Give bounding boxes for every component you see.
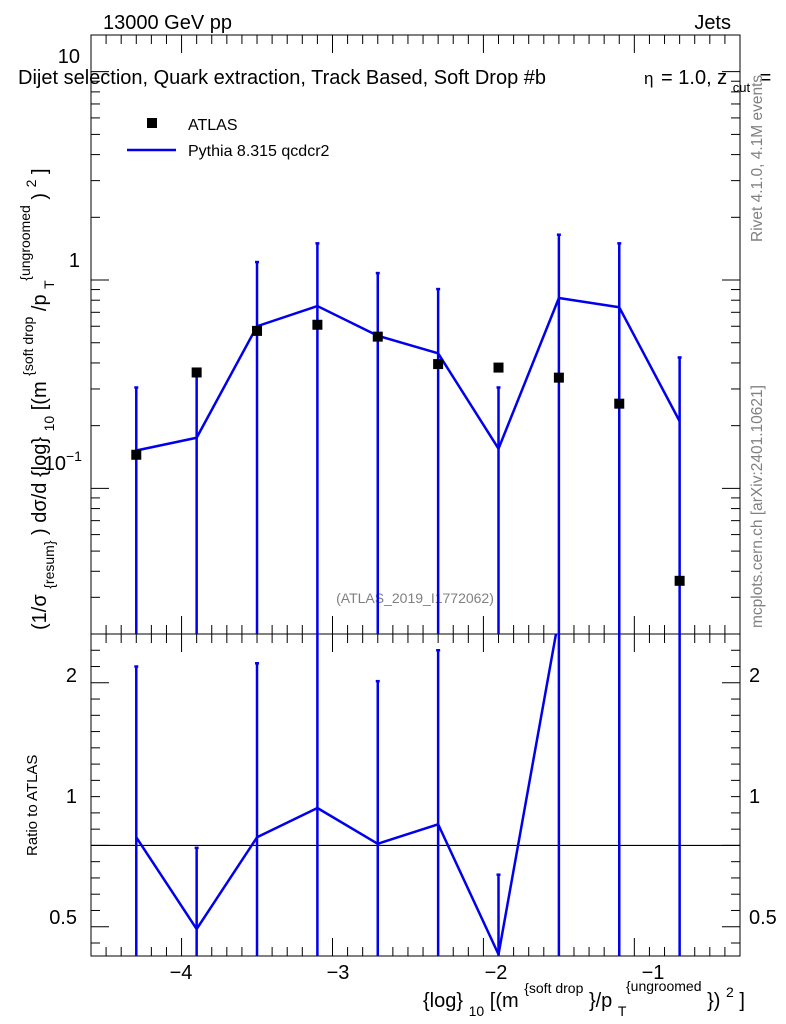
energy-label: 13000 GeV pp — [103, 12, 232, 34]
ylabel-p3-sup: {soft drop — [20, 316, 36, 375]
legend-mc-label: Pythia 8.315 qcdcr2 — [188, 143, 330, 160]
ylabel-p6: ] — [29, 168, 51, 174]
ylabel-p3: [(m — [29, 381, 51, 410]
legend-data-label: ATLAS — [188, 117, 238, 134]
y-tick-label-1: 1 — [69, 250, 80, 272]
ratio-axis-title: Ratio to ATLAS — [24, 755, 41, 856]
ratio-tick-label-1-right: 1 — [749, 786, 760, 808]
atlas-data-point — [131, 449, 142, 460]
ratio-tick-label-2-right: 2 — [749, 665, 760, 687]
y-tick-label-0.1-base: 10 — [44, 453, 66, 475]
xlabel-p1: {log} — [423, 990, 463, 1012]
subtitle-tail-sub: cut — [733, 80, 751, 95]
ylabel-p5-sup: 2 — [23, 179, 39, 187]
subtitle-main: Dijet selection, Quark extraction, Track… — [18, 67, 546, 89]
xlabel-p3-sub: T — [618, 1003, 627, 1019]
legend: ATLAS Pythia 8.315 qcdcr2 — [127, 117, 330, 160]
xlabel-p5: ] — [739, 990, 745, 1012]
x-axis-title: {log} 10 [(m {soft drop }/p T {ungroomed… — [423, 974, 745, 1021]
subtitle-tail: = 1.0, z — [661, 67, 727, 89]
ratio-tick-label-0.5-right: 0.5 — [749, 907, 777, 929]
y-tick-label-0.1: 10 — [44, 453, 66, 475]
ylabel-p4: /p — [29, 294, 51, 311]
y-tick-label-0.1-exp: −1 — [66, 448, 82, 464]
ratio-tick-label-2-left: 2 — [66, 665, 77, 687]
category-label: Jets — [694, 12, 731, 34]
ylabel-p5: ) — [29, 193, 51, 200]
ylabel-p4-sub: T — [41, 280, 57, 289]
main-plot-layer — [131, 233, 685, 634]
subtitle-tail-end: = — [760, 67, 772, 89]
atlas-data-point — [252, 325, 263, 336]
y-tick-label-10: 10 — [58, 46, 80, 68]
xlabel-p2-sup: {soft drop — [524, 980, 583, 996]
plot-subtitle: Dijet selection, Quark extraction, Track… — [18, 67, 546, 89]
rivet-label: Rivet 4.1.0, 4.1M events — [749, 75, 766, 242]
atlas-data-point — [493, 362, 504, 373]
ratio-frame — [90, 633, 741, 957]
x-tick-label-minus1: −1 — [642, 962, 665, 984]
atlas-data-point — [553, 372, 564, 383]
legend-data-marker — [147, 118, 157, 128]
ylabel-p4-sup: {ungroomed — [17, 205, 33, 281]
x-tick-label-minus4: −4 — [170, 962, 193, 984]
beta-glyph: η — [644, 69, 653, 88]
atlas-data-point — [674, 575, 685, 586]
xlabel-p4-sup: 2 — [726, 984, 734, 1000]
x-tick-label-minus3: −3 — [327, 962, 350, 984]
ratio-series-line — [135, 634, 558, 956]
xlabel-p1-sub: 10 — [469, 1003, 485, 1019]
plot-subtitle-tail: η = 1.0, z cut = — [644, 67, 771, 97]
atlas-data-point — [312, 319, 323, 330]
mcplots-label: mcplots.cern.ch [arXiv:2401.10621] — [749, 385, 766, 628]
ratio-tick-label-0.5-left: 0.5 — [49, 907, 77, 929]
ylabel-p2-sub: 10 — [41, 416, 57, 432]
xlabel-p4: }) — [707, 990, 720, 1012]
ylabel-p1: (1/σ — [29, 594, 51, 630]
ratio-tick-label-1-left: 1 — [66, 786, 77, 808]
atlas-data-point — [191, 367, 202, 378]
xlabel-p3-sup: {ungroomed — [626, 978, 702, 994]
atlas-data-point — [614, 398, 625, 409]
analysis-watermark: (ATLAS_2019_I1772062) — [336, 590, 494, 606]
xlabel-p2: [(m — [490, 990, 519, 1012]
ylabel-p2: ) dσ/d {log} — [29, 437, 51, 535]
mc-series-line — [136, 296, 681, 452]
y-axis-title: (1/σ {resum} ) dσ/d {log} 10 [(m {soft d… — [13, 168, 59, 630]
atlas-data-point — [433, 359, 444, 370]
xlabel-p3: }/p — [589, 990, 612, 1012]
ratio-plot-layer — [91, 634, 740, 956]
ylabel-p1-sub: {resum} — [41, 540, 57, 589]
atlas-data-point — [372, 331, 383, 342]
axis-ticks — [91, 35, 740, 956]
x-tick-label-minus2: −2 — [485, 962, 508, 984]
